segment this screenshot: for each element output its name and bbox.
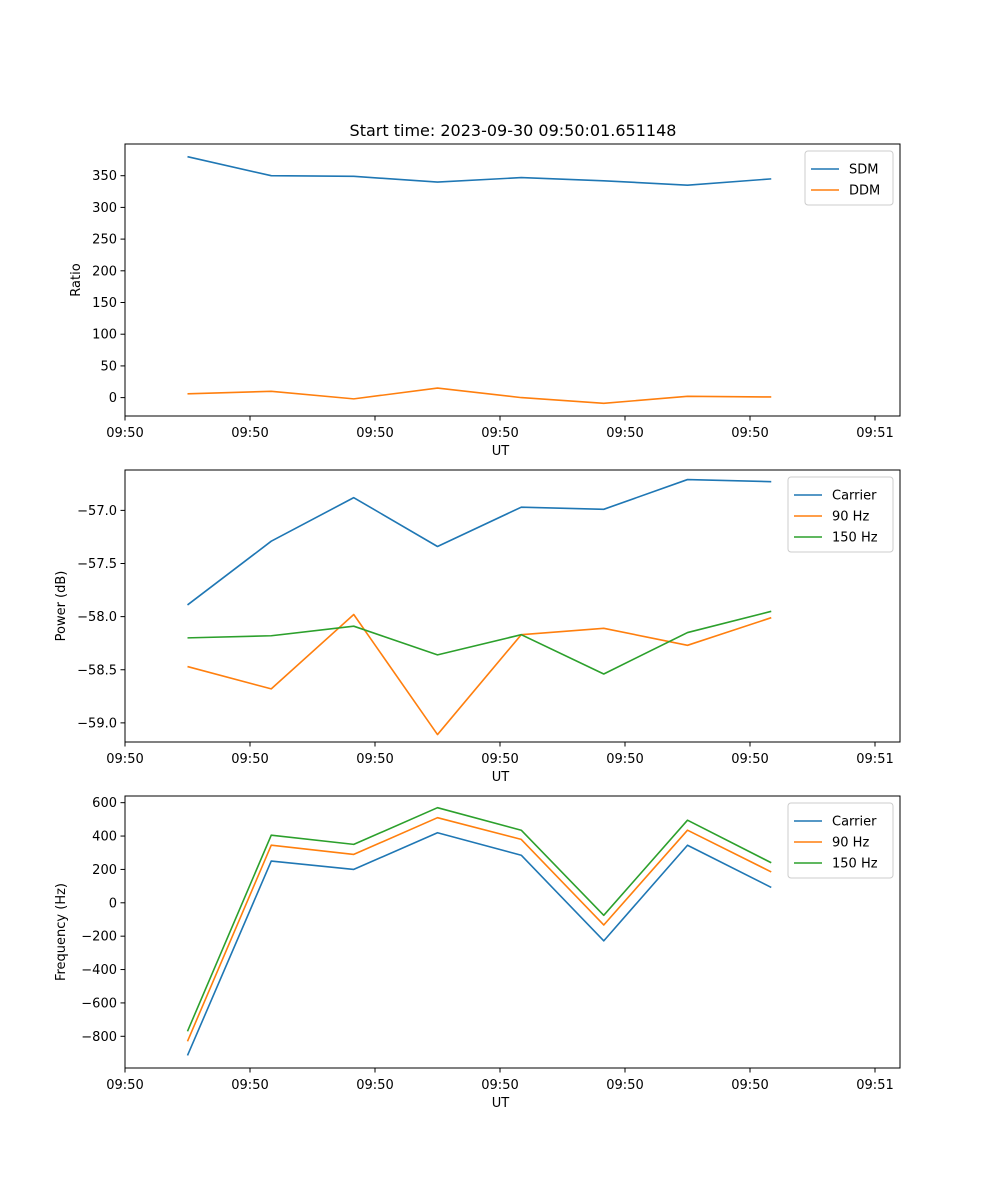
- series-line-sdm: [187, 155, 772, 187]
- chart-panel-1: 09:50 09:50 09:50 09:50 09:50 09:50 09:51 0 50 10…: [69, 143, 901, 459]
- axes-frame: [124, 469, 901, 743]
- y-tick-label: −600: [81, 996, 117, 1011]
- x-tick-label: 09:50: [481, 752, 518, 767]
- x-tick-label: 09:50: [231, 1078, 268, 1093]
- y-tick-label: −59.0: [77, 716, 117, 731]
- legend-label: 150 Hz: [832, 857, 878, 872]
- legend: Carrier 90 Hz 150 Hz: [787, 802, 894, 879]
- legend-label: 90 Hz: [832, 510, 869, 525]
- x-tick-label: 09:50: [606, 752, 643, 767]
- y-tick-label: 0: [109, 896, 117, 911]
- x-tick-label: 09:50: [106, 1078, 143, 1093]
- x-tick-label: 09:50: [356, 426, 393, 441]
- x-tick-label: 09:51: [856, 1078, 893, 1093]
- series-line-150-hz: [186, 806, 772, 1032]
- y-axis-label: Frequency (Hz): [54, 883, 69, 981]
- x-tick-label: 09:50: [731, 1078, 768, 1093]
- y-axis-label: Power (dB): [54, 571, 69, 642]
- x-tick-label: 09:50: [356, 1078, 393, 1093]
- series-line-carrier: [186, 831, 772, 1056]
- x-axis-label: UT: [492, 444, 510, 459]
- x-axis-label: UT: [492, 770, 510, 785]
- y-tick-label: 250: [92, 233, 117, 248]
- legend-label: Carrier: [832, 815, 877, 830]
- y-tick-label: −57.5: [77, 557, 117, 572]
- y-tick-label: −57.0: [77, 504, 117, 519]
- series-line-150-hz: [187, 610, 772, 675]
- chart-panel-2: 09:50 09:50 09:50 09:50 09:50 09:50 09:51 −59.0…: [54, 469, 901, 785]
- y-tick-label: −800: [81, 1030, 117, 1045]
- series-line-90-hz: [186, 816, 772, 1042]
- y-tick-label: 400: [92, 830, 117, 845]
- x-tick-label: 09:50: [481, 1078, 518, 1093]
- y-tick-label: 350: [92, 169, 117, 184]
- legend-label: DDM: [849, 184, 880, 199]
- y-tick-label: 150: [92, 296, 117, 311]
- y-tick-label: −58.5: [77, 663, 117, 678]
- legend-label: Carrier: [832, 489, 877, 504]
- y-tick-label: 100: [92, 328, 117, 343]
- x-tick-label: 09:50: [106, 426, 143, 441]
- x-tick-label: 09:50: [231, 752, 268, 767]
- axes-frame: [124, 795, 901, 1069]
- y-tick-label: 600: [92, 796, 117, 811]
- chart-panel-3: 09:50 09:50 09:50 09:50 09:50 09:50 09:51 −800 −…: [54, 795, 901, 1111]
- series-line-ddm: [187, 387, 772, 405]
- x-tick-label: 09:50: [606, 1078, 643, 1093]
- y-tick-label: −400: [81, 963, 117, 978]
- x-tick-label: 09:50: [106, 752, 143, 767]
- legend-label: 150 Hz: [832, 531, 878, 546]
- x-tick-label: 09:50: [356, 752, 393, 767]
- y-tick-label: 200: [92, 863, 117, 878]
- legend: SDM DDM: [804, 150, 894, 206]
- series-line-90-hz: [187, 613, 772, 736]
- figure-title: Start time: 2023-09-30 09:50:01.651148: [350, 121, 677, 140]
- legend-label: SDM: [849, 163, 878, 178]
- y-axis-label: Ratio: [69, 263, 84, 296]
- legend-box: [804, 150, 894, 206]
- x-tick-label: 09:50: [731, 426, 768, 441]
- x-tick-label: 09:50: [606, 426, 643, 441]
- series-line-carrier: [187, 478, 772, 606]
- y-tick-label: −200: [81, 930, 117, 945]
- x-tick-label: 09:50: [731, 752, 768, 767]
- legend: Carrier 90 Hz 150 Hz: [787, 476, 894, 553]
- axes-frame: [124, 143, 901, 417]
- y-tick-label: 200: [92, 264, 117, 279]
- y-tick-label: 0: [109, 391, 117, 406]
- x-tick-label: 09:50: [231, 426, 268, 441]
- x-axis-label: UT: [492, 1096, 510, 1111]
- x-tick-label: 09:50: [481, 426, 518, 441]
- y-tick-label: −58.0: [77, 610, 117, 625]
- x-tick-label: 09:51: [856, 752, 893, 767]
- y-tick-label: 50: [100, 359, 117, 374]
- legend-label: 90 Hz: [832, 836, 869, 851]
- y-tick-label: 300: [92, 201, 117, 216]
- x-tick-label: 09:51: [856, 426, 893, 441]
